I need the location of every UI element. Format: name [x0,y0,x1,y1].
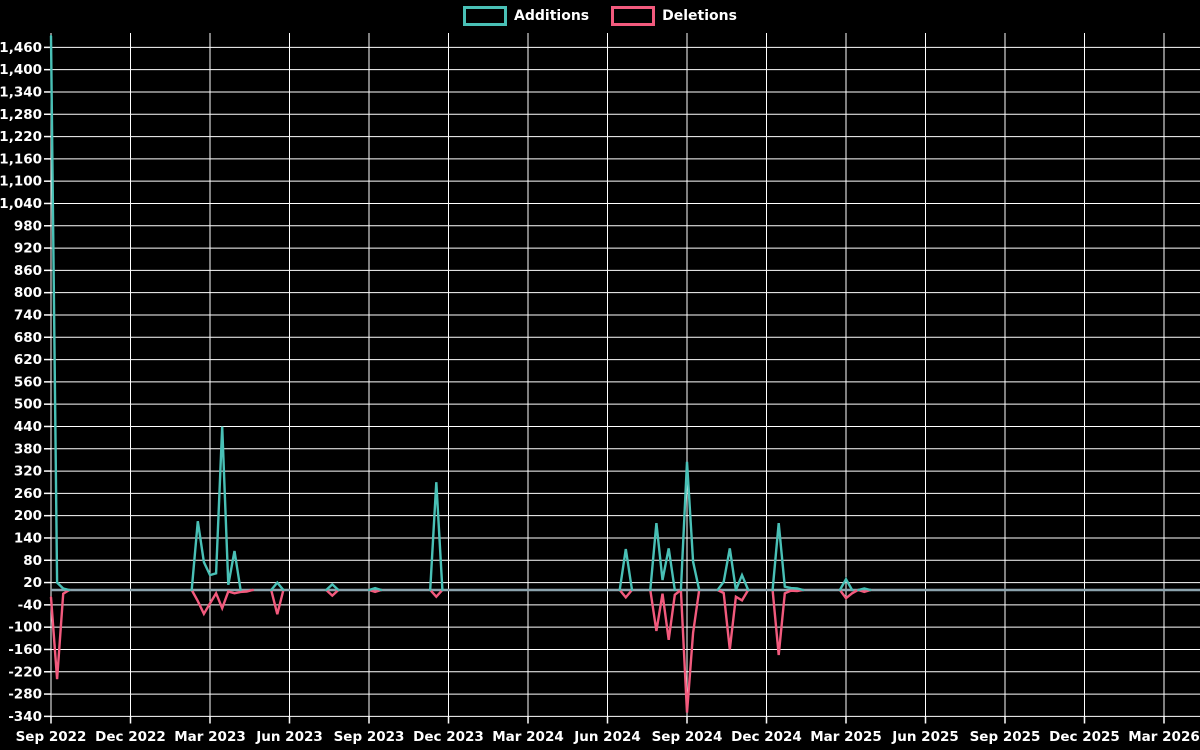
y-tick-label: 1,460 [0,40,42,56]
y-tick-label: 1,400 [0,62,42,78]
x-tick-label: Mar 2026 [1128,729,1199,745]
y-tick-label: 1,280 [0,107,42,123]
y-tick-label: 20 [23,575,42,591]
x-tick-label: Dec 2023 [413,729,484,745]
y-tick-label: 80 [23,553,42,569]
y-tick-label: 1,100 [0,174,42,190]
additions-line [771,522,805,592]
y-tick-label: 1,040 [0,196,42,212]
deletions-line [771,588,805,656]
x-tick-label: Dec 2022 [95,729,166,745]
x-tick-label: Sep 2024 [652,729,723,745]
deletions-line [325,588,340,598]
deletions-line [49,588,71,680]
deletions-line [270,588,285,615]
additions-line [857,587,872,592]
y-tick-label: 560 [14,374,42,390]
additions-swatch-icon [463,6,508,26]
deletions-swatch-icon [611,6,656,26]
deletions-line [838,588,860,600]
y-tick-label: 140 [14,530,42,546]
y-tick-label: 440 [14,419,42,435]
additions-line [649,522,676,592]
y-tick-label: 500 [14,397,42,413]
y-tick-label: 1,220 [0,129,42,145]
x-tick-label: Sep 2022 [16,729,87,745]
x-tick-label: Sep 2025 [970,729,1041,745]
additions-line [618,548,634,592]
x-tick-label: Dec 2025 [1049,729,1120,745]
deletions-line [367,588,383,594]
x-tick-label: Mar 2024 [492,729,563,745]
y-tick-label: 860 [14,263,42,279]
additions-line [190,426,242,592]
additions-line [367,586,383,592]
y-tick-label: 380 [14,441,42,457]
y-tick-label: 1,160 [0,151,42,167]
deletions-line [679,588,701,713]
deletions-line [618,588,634,600]
additions-line [679,461,701,592]
additions-line [270,580,285,592]
legend-label-additions: Additions [514,8,590,24]
y-tick-label: -340 [8,709,42,725]
y-tick-label: 800 [14,285,42,301]
y-tick-label: 320 [14,464,42,480]
x-tick-label: Jun 2025 [891,729,959,745]
y-tick-label: 740 [14,307,42,323]
x-tick-label: Sep 2023 [334,729,405,745]
y-tick-label: 620 [14,352,42,368]
y-tick-label: 260 [14,486,42,502]
x-tick-label: Mar 2023 [174,729,245,745]
y-tick-label: -280 [8,687,42,703]
deletions-line [716,588,750,650]
chart-legend: Additions Deletions [0,6,1200,26]
x-tick-label: Dec 2024 [731,729,802,745]
y-tick-label: -220 [8,664,42,680]
y-tick-label: 680 [14,330,42,346]
additions-line [838,576,854,592]
legend-item-additions[interactable]: Additions [463,6,589,26]
additions-line [429,482,444,592]
legend-item-deletions[interactable]: Deletions [611,6,737,26]
y-tick-label: 1,340 [0,84,42,100]
deletions-line [429,588,444,599]
legend-label-deletions: Deletions [662,8,737,24]
additions-line [325,582,340,592]
x-tick-label: Jun 2024 [573,729,641,745]
additions-line [716,548,738,592]
deletions-line [190,588,255,617]
x-tick-label: Mar 2025 [810,729,881,745]
y-tick-label: 980 [14,218,42,234]
y-tick-label: -100 [8,620,42,636]
y-tick-label: 200 [14,508,42,524]
additions-line [734,571,750,592]
y-tick-label: -160 [8,642,42,658]
y-tick-label: -40 [18,597,42,613]
y-tick-label: 920 [14,241,42,257]
x-tick-label: Jun 2023 [255,729,323,745]
deletions-line [649,588,683,640]
additions-line [49,35,71,592]
